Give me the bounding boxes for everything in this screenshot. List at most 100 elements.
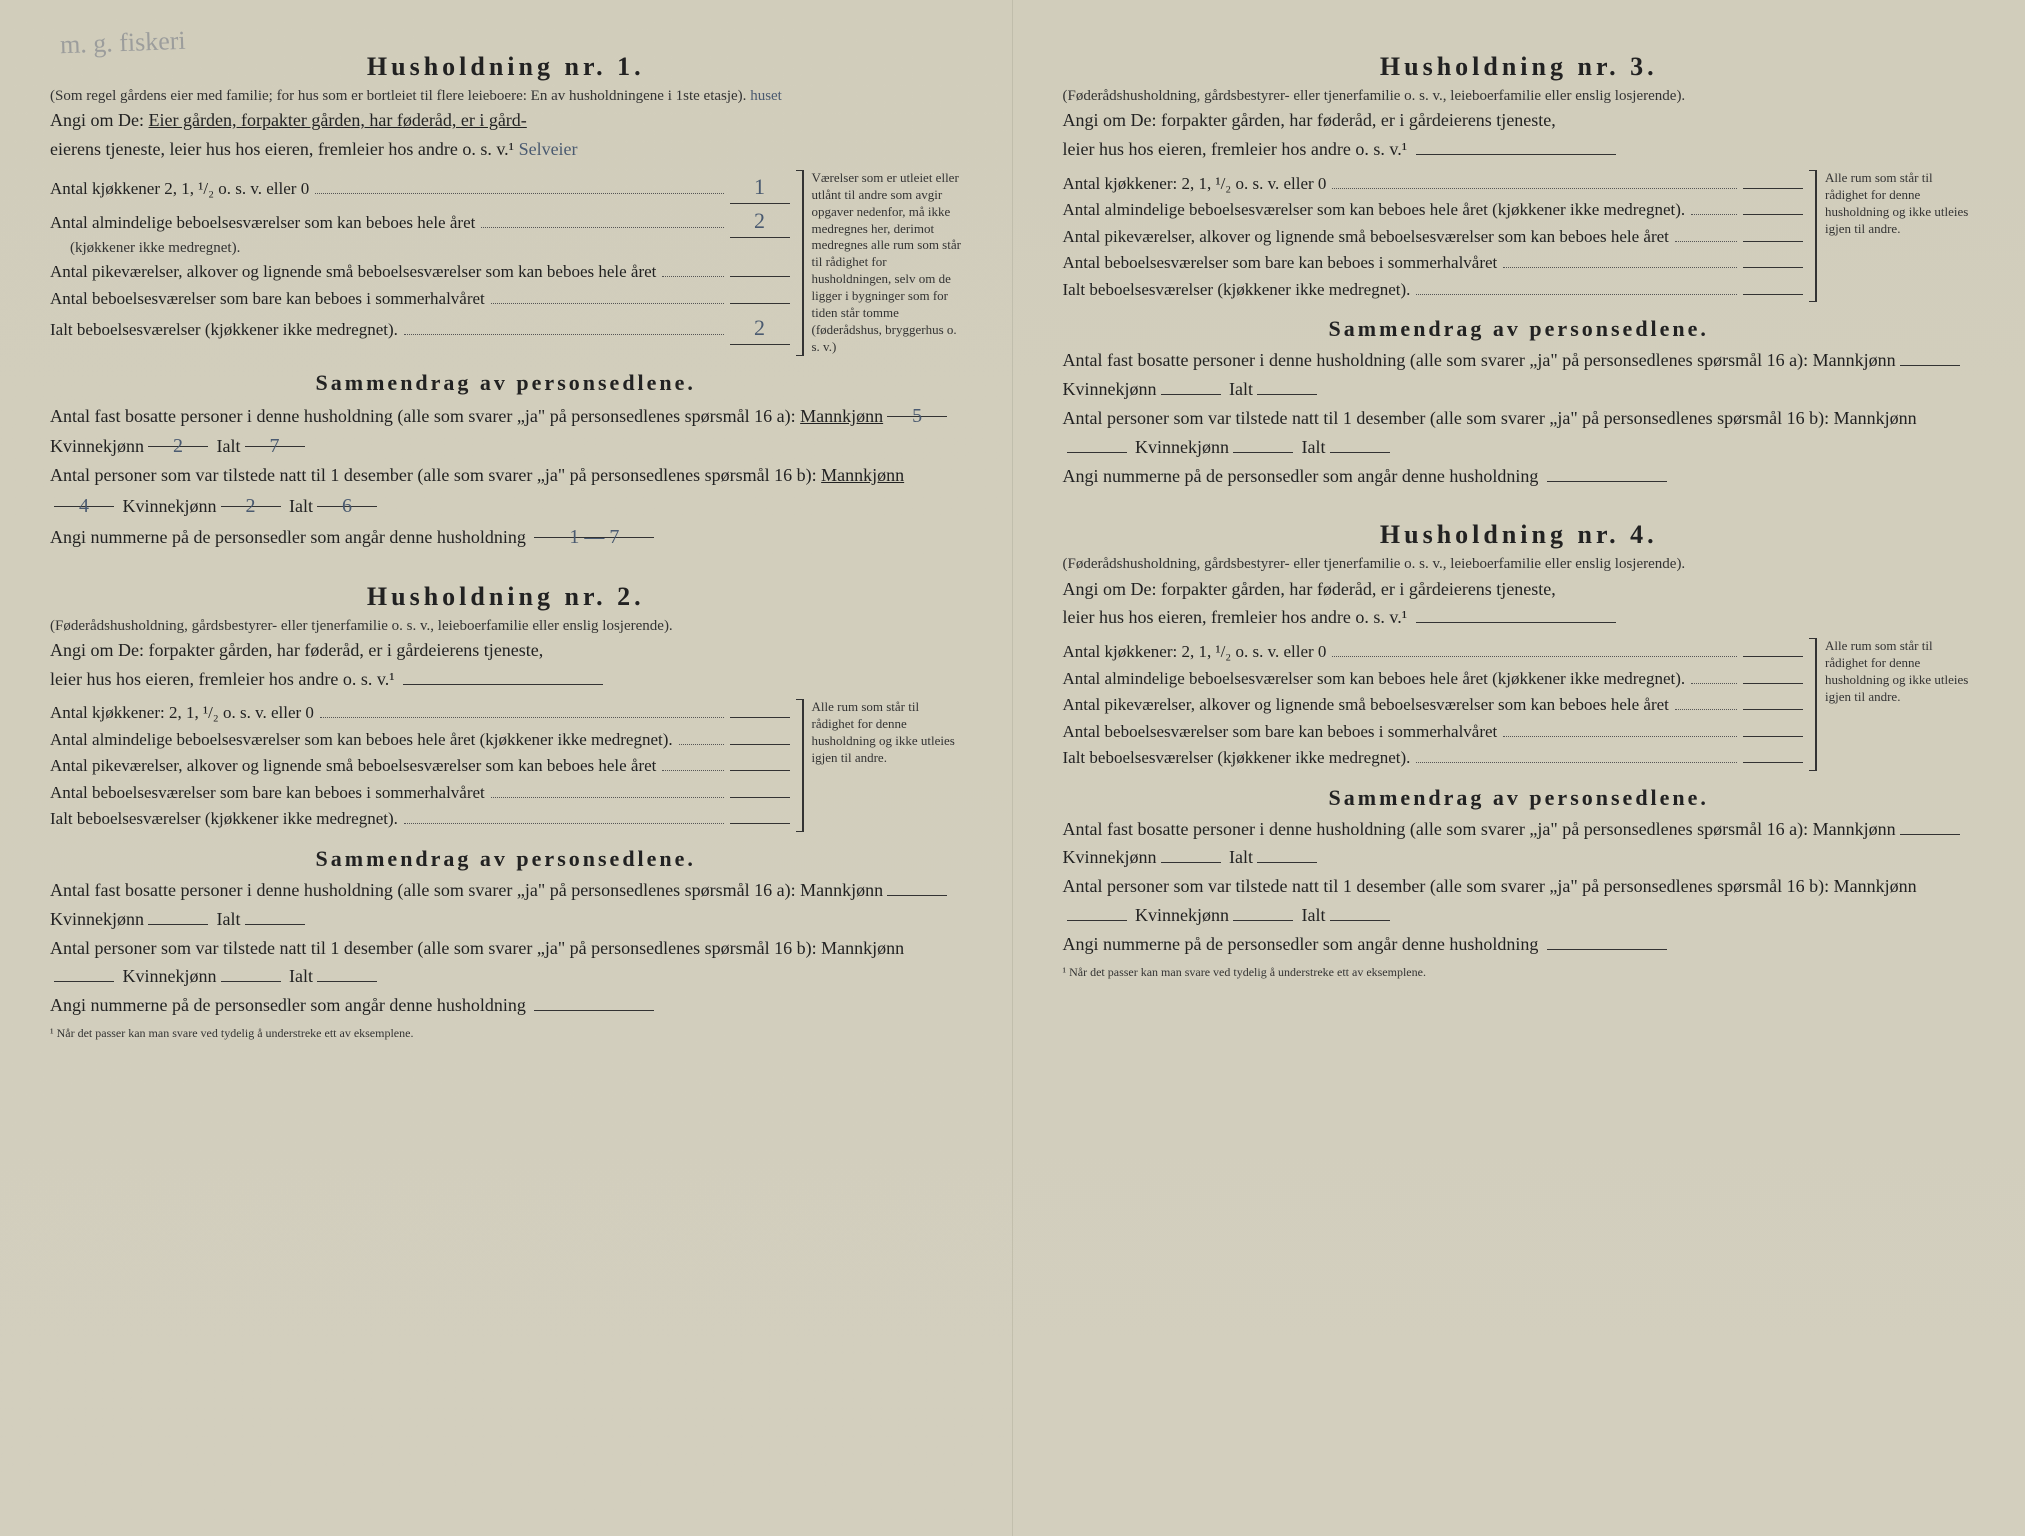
row-rooms-year: Antal almindelige beboelsesværelser som …: [50, 726, 790, 753]
footnote: ¹ Når det passer kan man svare ved tydel…: [1063, 965, 1976, 980]
label-ialt: Ialt: [289, 496, 313, 516]
i1-val: 7: [245, 430, 305, 447]
blank-val: [730, 699, 790, 718]
dots: [404, 334, 724, 335]
household-3: Husholdning nr. 3. (Føderådshusholdning,…: [1063, 52, 1976, 490]
blank-val: [1743, 691, 1803, 710]
angi-num-val: 1 — 7: [534, 521, 654, 538]
angi-line: Angi om De: Eier gården, forpakter gårde…: [50, 106, 962, 135]
sidebox-text: Alle rum som står til rådighet for denne…: [1815, 638, 1975, 771]
row-total: Ialt beboelsesværelser (kjøkkener ikke m…: [50, 805, 790, 832]
label-kvinnekjonn: Kvinnekjønn: [1135, 905, 1229, 925]
label-mannkjonn: Mannkjønn: [821, 938, 904, 958]
dots: [679, 744, 724, 745]
label-ialt: Ialt: [217, 436, 241, 456]
angi-line: Angi om De: forpakter gården, har føderå…: [50, 636, 962, 665]
dots: [320, 717, 724, 718]
angi-num-label: Angi nummerne på de personsedler som ang…: [1063, 466, 1539, 486]
blank-val: [1743, 744, 1803, 763]
label-mannkjonn: Mannkjønn: [800, 406, 883, 426]
dots: [1675, 241, 1737, 242]
blank: [1257, 378, 1317, 395]
row-total: Ialt beboelsesværelser (kjøkkener ikke m…: [50, 311, 790, 345]
dots: [662, 770, 723, 771]
dots: [1332, 656, 1737, 657]
summary-line2: Antal personer som var tilstede natt til…: [50, 465, 817, 485]
row-summer: Antal beboelsesværelser som bare kan beb…: [1063, 718, 1804, 745]
blank: [317, 965, 377, 982]
dots: [1416, 294, 1737, 295]
label-ialt: Ialt: [1302, 437, 1326, 457]
rows-block: Antal kjøkkener: 2, 1, ¹/₂ o. s. v. elle…: [50, 699, 962, 832]
sidebox-text: Alle rum som står til rådighet for denne…: [802, 699, 962, 832]
label-kvinnekjonn: Kvinnekjønn: [123, 966, 217, 986]
summer-val: [730, 285, 790, 304]
label-mannkjonn: Mannkjønn: [1813, 819, 1896, 839]
angi-line2: leier hus hos eieren, fremleier hos andr…: [1063, 135, 1976, 164]
blank-val: [1743, 170, 1803, 189]
summary-block2: Antal personer som var tilstede natt til…: [1063, 404, 1976, 462]
blank: [1233, 904, 1293, 921]
row-rooms-year: Antal almindelige beboelsesværelser som …: [1063, 665, 1804, 692]
dots: [1691, 683, 1737, 684]
sidebox-text: Værelser som er utleiet eller utlånt til…: [802, 170, 962, 356]
blank: [54, 965, 114, 982]
summary-title: Sammendrag av personsedlene.: [1063, 316, 1976, 342]
dots: [1416, 762, 1737, 763]
label-mannkjonn: Mannkjønn: [1834, 876, 1917, 896]
pike-label: Antal pikeværelser, alkover og lignende …: [50, 259, 656, 285]
blank: [1067, 436, 1127, 453]
angi-num-blank: [1547, 933, 1667, 950]
rooms-year-label: Antal almindelige beboelsesværelser som …: [50, 210, 475, 236]
angi-handwritten: Selveier: [519, 139, 578, 159]
summary-line2: Antal personer som var tilstede natt til…: [1063, 876, 1830, 896]
angi-num-blank: [534, 994, 654, 1011]
dots: [1503, 267, 1737, 268]
blank: [1900, 349, 1960, 366]
summary-title: Sammendrag av personsedlene.: [50, 846, 962, 872]
angi-blank: [1416, 606, 1616, 623]
row-pike: Antal pikeværelser, alkover og lignende …: [50, 258, 790, 285]
angi-num-line: Angi nummerne på de personsedler som ang…: [1063, 462, 1976, 491]
dots: [1332, 188, 1737, 189]
i2-val: 6: [317, 490, 377, 507]
summary-block: Antal fast bosatte personer i denne hush…: [1063, 346, 1976, 404]
question-rows: Antal kjøkkener: 2, 1, ¹/₂ o. s. v. elle…: [50, 699, 790, 832]
summary-block2: Antal personer som var tilstede natt til…: [50, 934, 962, 992]
blank-val: [1743, 196, 1803, 215]
angi-num-line: Angi nummerne på de personsedler som ang…: [50, 991, 962, 1020]
label-ialt: Ialt: [1229, 847, 1253, 867]
blank-val: [730, 805, 790, 824]
blank-val: [730, 752, 790, 771]
angi-blank: [1416, 138, 1616, 155]
label-ialt: Ialt: [1229, 379, 1253, 399]
row-total: Ialt beboelsesværelser (kjøkkener ikke m…: [1063, 744, 1804, 771]
kitchens-label: Antal kjøkkener: 2, 1, ¹/₂ o. s. v. elle…: [1063, 639, 1327, 665]
question-rows: Antal kjøkkener: 2, 1, ¹/₂ o. s. v. elle…: [1063, 170, 1804, 303]
summary-block2: Antal personer som var tilstede natt til…: [50, 461, 962, 521]
label-mannkjonn: Mannkjønn: [1813, 350, 1896, 370]
blank: [245, 908, 305, 925]
household-2: Husholdning nr. 2. (Føderådshusholdning,…: [50, 582, 962, 1041]
blank: [1161, 378, 1221, 395]
k1-val: 2: [148, 430, 208, 447]
label-kvinnekjonn: Kvinnekjønn: [1135, 437, 1229, 457]
dots: [404, 823, 724, 824]
angi-num-blank: [1547, 465, 1667, 482]
household-title: Husholdning nr. 2.: [50, 582, 962, 612]
angi-line: Angi om De: forpakter gården, har føderå…: [1063, 575, 1976, 604]
label-ialt: Ialt: [217, 909, 241, 929]
row-summer: Antal beboelsesværelser som bare kan beb…: [50, 779, 790, 806]
angi-num-line: Angi nummerne på de personsedler som ang…: [50, 521, 962, 552]
rooms-year-val: 2: [730, 204, 790, 238]
summary-block: Antal fast bosatte personer i denne hush…: [50, 400, 962, 462]
blank-val: [1743, 638, 1803, 657]
total-label: Ialt beboelsesværelser (kjøkkener ikke m…: [50, 806, 398, 832]
intro-small: (Som regel gårdens eier med familie; for…: [50, 86, 962, 106]
blank-val: [1743, 249, 1803, 268]
row-pike: Antal pikeværelser, alkover og lignende …: [50, 752, 790, 779]
label-mannkjonn: Mannkjønn: [800, 880, 883, 900]
summer-label: Antal beboelsesværelser som bare kan beb…: [1063, 250, 1498, 276]
summary-line2: Antal personer som var tilstede natt til…: [1063, 408, 1830, 428]
row-total: Ialt beboelsesværelser (kjøkkener ikke m…: [1063, 276, 1804, 303]
